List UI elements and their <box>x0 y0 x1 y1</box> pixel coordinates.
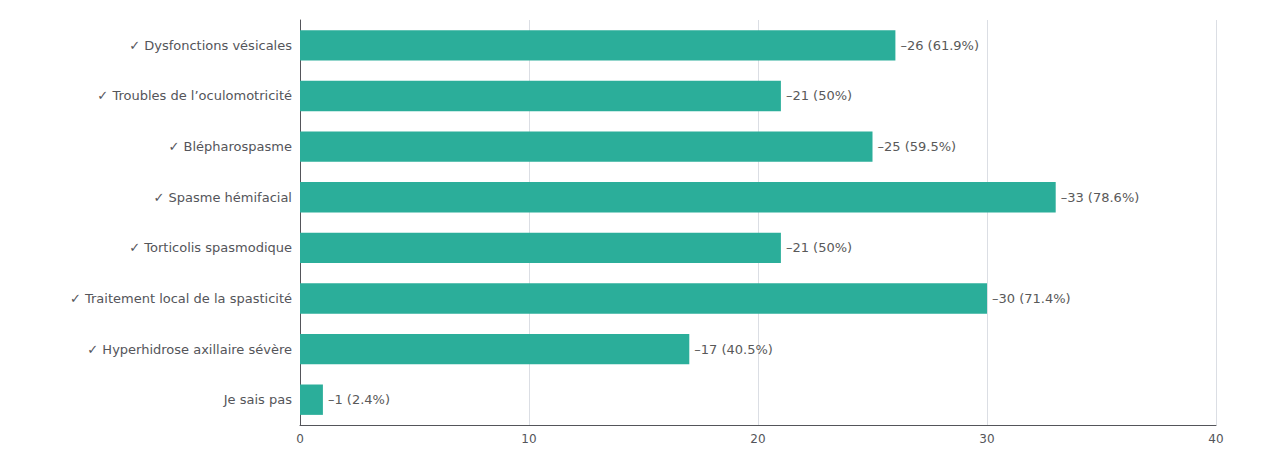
svg-text:–21 (50%): –21 (50%) <box>786 240 852 255</box>
svg-text:30: 30 <box>979 432 994 446</box>
svg-text:–33 (78.6%): –33 (78.6%) <box>1061 190 1140 205</box>
svg-text:✓ Dysfonctions vésicales: ✓ Dysfonctions vésicales <box>129 38 292 53</box>
svg-text:✓ Hyperhidrose axillaire sévèr: ✓ Hyperhidrose axillaire sévère <box>87 342 292 357</box>
svg-text:40: 40 <box>1208 432 1223 446</box>
svg-text:✓ Troubles de l’oculomotricité: ✓ Troubles de l’oculomotricité <box>97 88 292 103</box>
svg-text:Je sais pas: Je sais pas <box>223 392 292 407</box>
svg-text:–25 (59.5%): –25 (59.5%) <box>878 139 957 154</box>
svg-text:–21 (50%): –21 (50%) <box>786 88 852 103</box>
svg-text:0: 0 <box>296 432 304 446</box>
svg-text:–30 (71.4%): –30 (71.4%) <box>992 291 1071 306</box>
svg-text:–17 (40.5%): –17 (40.5%) <box>694 342 773 357</box>
svg-text:✓ Torticolis spasmodique: ✓ Torticolis spasmodique <box>129 240 292 255</box>
svg-text:10: 10 <box>521 432 536 446</box>
svg-text:–26 (61.9%): –26 (61.9%) <box>900 38 979 53</box>
svg-text:–1 (2.4%): –1 (2.4%) <box>328 392 390 407</box>
svg-text:✓ Blépharospasme: ✓ Blépharospasme <box>169 139 292 154</box>
svg-text:✓ Spasme hémifacial: ✓ Spasme hémifacial <box>154 190 292 205</box>
svg-text:✓ Traitement local de la spast: ✓ Traitement local de la spasticité <box>70 291 292 306</box>
svg-text:20: 20 <box>750 432 765 446</box>
